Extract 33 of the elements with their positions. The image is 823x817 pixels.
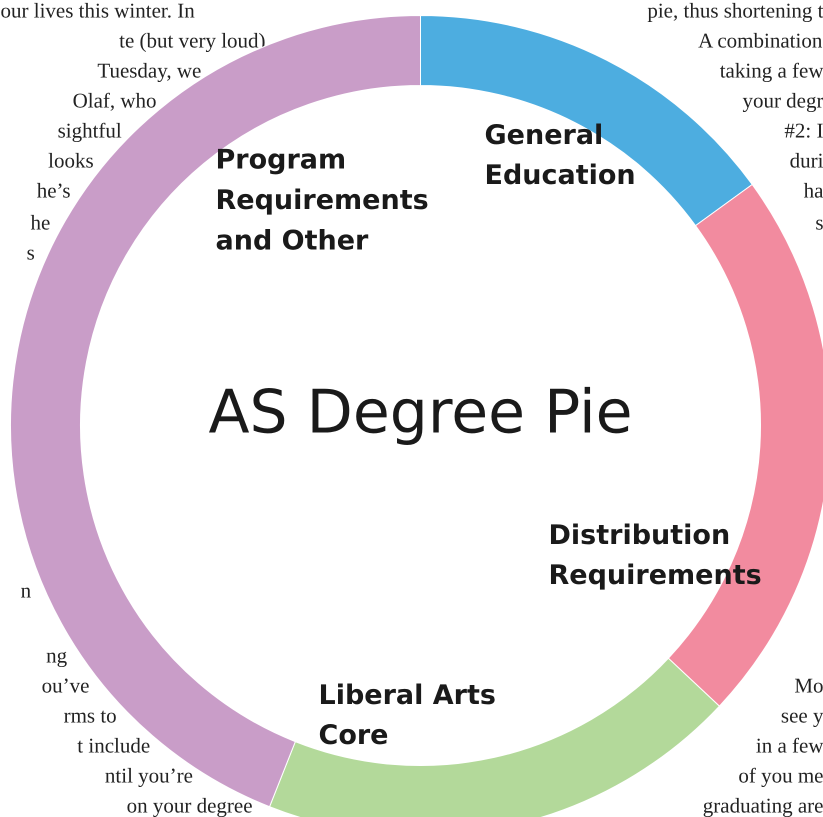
text: graduating are [702,794,823,817]
text: Tuesday, we [97,58,202,82]
text: #2: I [784,118,823,142]
text: n [20,578,32,602]
text: ng [46,644,68,668]
text: rms to [64,704,117,728]
slice-label: Program Requirements and Other [216,144,429,256]
text: Olaf, who [72,88,157,112]
text: on your degree [126,794,253,817]
text: of you me [738,764,823,788]
text: duri [790,148,823,172]
text: looks [48,148,94,172]
text: in a few [756,734,823,758]
text: he [30,210,50,234]
slice-label: General Education [484,120,636,192]
slice-label: Liberal Arts Core [318,680,496,752]
text: your degr [742,88,823,112]
text: Mo [794,674,823,698]
text: sightful [58,118,122,142]
text: taking a few [720,58,823,82]
text: our lives this winter. In [0,0,196,22]
text: t include [77,734,150,758]
text: he’s [36,178,71,202]
text: ntil you’re [104,764,193,788]
text: s [815,210,823,234]
text: ou’ve [42,674,90,698]
text: ha [804,178,823,202]
text: AS Degree Pie [208,378,633,448]
text: pie, thus shortening t [647,0,823,22]
slice-label: Distribution Requirements [548,520,762,592]
text: s [26,240,35,264]
text: te (but very loud) [119,28,266,52]
text: A combination [698,28,823,52]
